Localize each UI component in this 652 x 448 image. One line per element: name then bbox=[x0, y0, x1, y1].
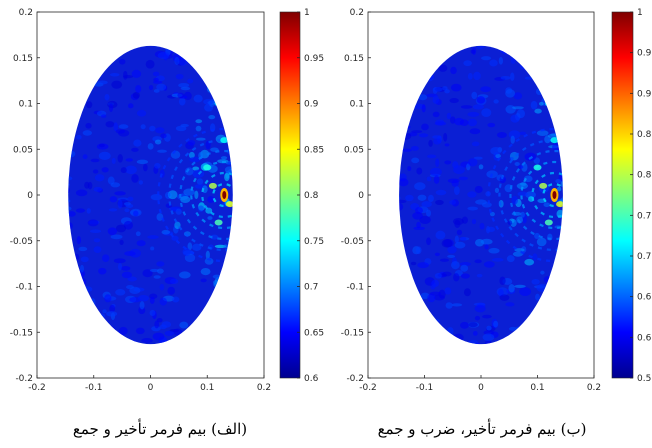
x-tick-label: -0.2 bbox=[28, 383, 46, 393]
y-tick-label: 0.15 bbox=[13, 54, 33, 64]
colorbar-tick-label: 0.9 bbox=[304, 100, 319, 110]
y-tick-label: 0.2 bbox=[350, 8, 364, 18]
colorbar-tick-label: 0.95 bbox=[637, 49, 652, 59]
colorbar-tick-label: 0.8 bbox=[304, 191, 319, 201]
colorbar-tick-label: 0.95 bbox=[304, 54, 324, 64]
y-tick-label: -0.2 bbox=[346, 374, 364, 384]
colorbar-tick-label: 1 bbox=[637, 8, 643, 18]
y-tick-label: -0.1 bbox=[346, 283, 364, 293]
caption-right: (ب) بیم فرمر تأخیر، ضرب و جمع bbox=[377, 420, 587, 438]
x-tick-label: -0.1 bbox=[85, 383, 103, 393]
x-tick-label: 0.2 bbox=[257, 383, 271, 393]
colorbar-tick-label: 0.65 bbox=[637, 293, 652, 303]
x-tick-label: 0.1 bbox=[200, 383, 214, 393]
colorbar-tick-label: 0.7 bbox=[304, 283, 318, 293]
colorbar-tick-label: 0.6 bbox=[304, 374, 319, 384]
heatmap-panel-left: 0.2 0.15 0.1 0.05 0 -0.05 -0.1 -0.15 -0.2-0.2 -0.… bbox=[10, 8, 324, 393]
x-tick-label: 0.2 bbox=[587, 383, 601, 393]
colorbar-tick-label: 0.85 bbox=[304, 145, 324, 155]
heatmap-field bbox=[68, 45, 233, 345]
heatmap-panel-right: 0.2 0.15 0.1 0.05 0 -0.05 -0.1 -0.15 -0.2-0.2 -0.… bbox=[341, 8, 652, 393]
colorbar-tick-label: 0.6 bbox=[637, 333, 652, 343]
y-tick-label: -0.05 bbox=[10, 237, 33, 247]
y-tick-label: 0.1 bbox=[350, 100, 364, 110]
colorbar-tick-label: 1 bbox=[304, 8, 310, 18]
y-tick-label: 0.05 bbox=[344, 145, 364, 155]
y-tick-label: 0.2 bbox=[19, 8, 33, 18]
y-tick-label: -0.2 bbox=[15, 374, 33, 384]
colorbar-tick-label: 0.85 bbox=[637, 130, 652, 140]
x-tick-label: 0 bbox=[478, 383, 484, 393]
colorbar-tick-label: 0.65 bbox=[304, 328, 324, 338]
colorbar bbox=[611, 11, 634, 379]
colorbar-tick-label: 0.55 bbox=[637, 374, 652, 384]
y-tick-label: 0.15 bbox=[344, 54, 364, 64]
colorbar-tick-label: 0.75 bbox=[637, 211, 652, 221]
peak-point bbox=[222, 191, 227, 199]
y-tick-label: -0.15 bbox=[10, 328, 33, 338]
y-tick-label: 0 bbox=[358, 191, 364, 201]
y-tick-label: 0.05 bbox=[13, 145, 33, 155]
y-tick-label: 0.1 bbox=[19, 100, 33, 110]
x-tick-label: 0.1 bbox=[530, 383, 544, 393]
peak-point bbox=[552, 191, 557, 199]
x-tick-label: 0 bbox=[148, 383, 154, 393]
y-tick-label: -0.15 bbox=[341, 328, 364, 338]
colorbar-tick-label: 0.7 bbox=[637, 252, 651, 262]
y-tick-label: -0.1 bbox=[15, 283, 33, 293]
colorbar-tick-label: 0.75 bbox=[304, 237, 324, 247]
y-tick-label: -0.05 bbox=[341, 237, 364, 247]
colorbar-tick-label: 0.8 bbox=[637, 171, 652, 181]
y-tick-label: 0 bbox=[27, 191, 33, 201]
x-tick-label: -0.2 bbox=[359, 383, 377, 393]
caption-left: (الف) بیم فرمر تأخیر و جمع bbox=[72, 420, 248, 438]
x-tick-label: -0.1 bbox=[416, 383, 434, 393]
colorbar-tick-label: 0.9 bbox=[637, 89, 652, 99]
